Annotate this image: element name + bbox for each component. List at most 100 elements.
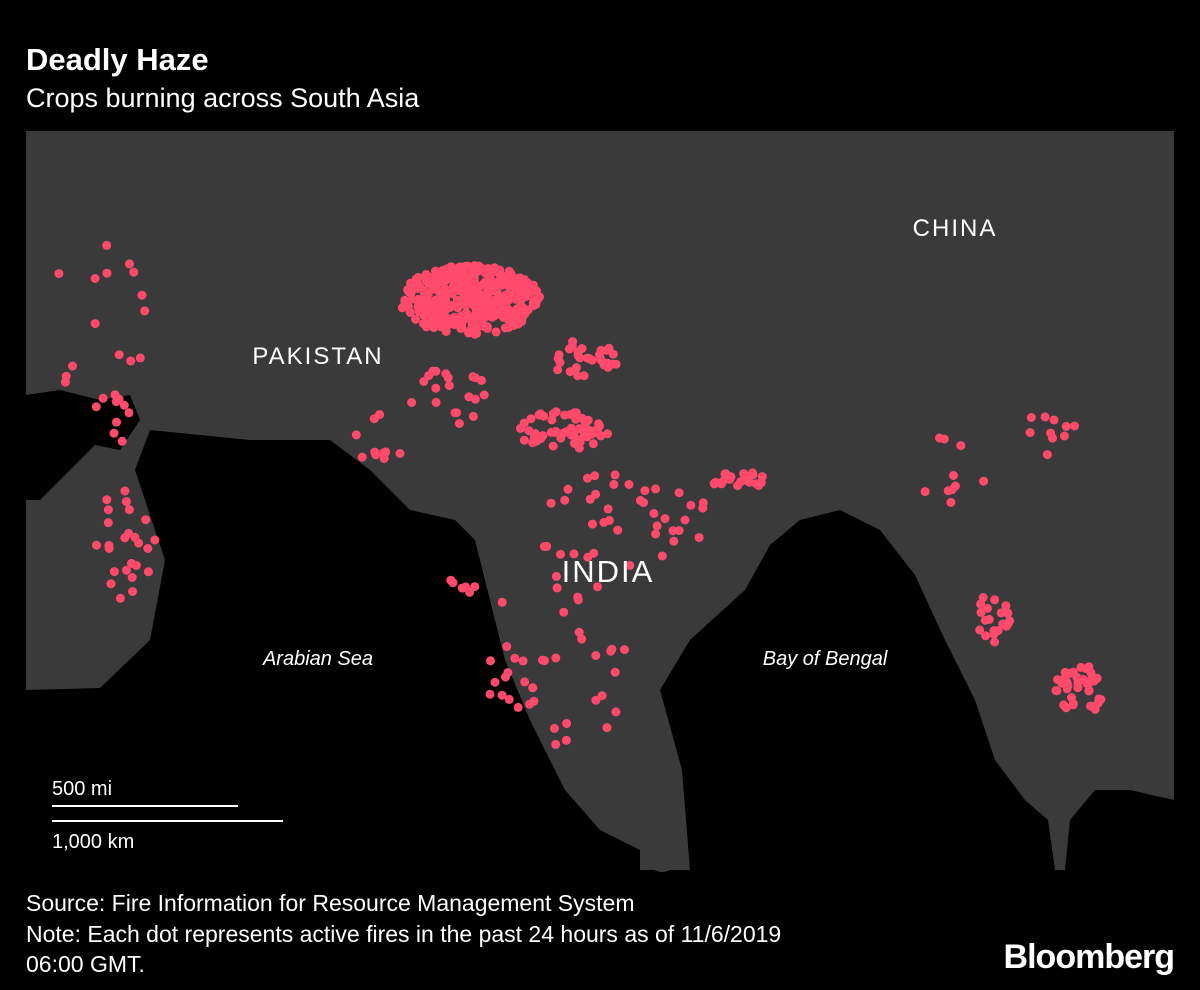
fire-dot <box>90 274 100 283</box>
fire-dot <box>490 677 500 687</box>
fire-dot <box>103 505 113 515</box>
fire-dot <box>407 398 417 407</box>
fire-dot <box>516 301 526 310</box>
fire-dot <box>1059 431 1069 441</box>
fire-dot <box>624 480 634 489</box>
fire-dot <box>487 268 497 278</box>
fire-dot <box>122 565 131 575</box>
fire-dot <box>61 371 71 381</box>
fire-dot <box>549 428 559 437</box>
fire-dot <box>532 436 541 446</box>
fire-dot <box>124 505 134 515</box>
fire-dot <box>1026 413 1036 422</box>
fire-dot <box>1001 621 1011 631</box>
fire-dot <box>599 517 609 527</box>
fire-dot <box>104 540 114 550</box>
fire-dot <box>479 390 489 400</box>
fire-dot <box>421 275 431 285</box>
fire-dot <box>492 277 502 287</box>
fire-dot <box>414 283 424 293</box>
source: Source: Fire Information for Resource Ma… <box>26 890 634 916</box>
fire-dot <box>613 525 623 535</box>
fire-dot <box>503 668 513 678</box>
fire-dot <box>463 295 473 305</box>
fire-dot <box>597 691 607 701</box>
fire-dot <box>625 560 635 570</box>
fire-dot <box>1081 664 1091 674</box>
fire-dot <box>379 454 389 463</box>
fire-dot <box>680 515 690 525</box>
fire-dot <box>461 261 470 271</box>
fire-dot <box>573 592 583 602</box>
fire-dot <box>584 425 594 435</box>
fire-dot <box>498 313 508 322</box>
fire-dot <box>472 293 482 303</box>
fire-dot <box>571 408 581 418</box>
fire-dot <box>979 476 989 486</box>
fire-dot <box>422 322 431 332</box>
fire-dot <box>660 514 670 524</box>
fire-dot <box>949 471 958 480</box>
fire-dot <box>106 579 116 589</box>
fire-dot <box>1061 421 1071 431</box>
fire-dot <box>481 312 491 322</box>
fire-dot <box>657 551 667 561</box>
label-arabian-sea: Arabian Sea <box>262 648 373 670</box>
fire-dot <box>580 418 590 428</box>
fire-dot <box>1072 672 1082 682</box>
fire-dot <box>430 295 440 305</box>
fire-dot <box>640 486 650 496</box>
fire-dot <box>411 314 420 324</box>
fire-dot <box>639 498 649 508</box>
fire-dot <box>1062 684 1072 694</box>
fire-dot <box>119 400 129 410</box>
fire-dot <box>438 266 448 275</box>
scale-miles: 500 mi <box>52 778 112 800</box>
fire-dot <box>983 603 992 613</box>
fire-dot <box>559 607 569 617</box>
fire-dot <box>102 495 112 505</box>
fire-dot <box>1042 450 1052 460</box>
fire-dot <box>516 423 525 433</box>
fire-dot <box>422 289 432 299</box>
fire-dot <box>395 449 405 458</box>
fire-dot <box>124 408 134 418</box>
fire-dot <box>552 583 562 593</box>
fire-dot <box>68 361 77 371</box>
fire-dot <box>141 515 151 525</box>
fire-dot <box>694 533 704 543</box>
fire-dot <box>553 365 563 375</box>
fire-dot <box>595 350 604 360</box>
fire-dot <box>450 408 460 418</box>
fire-dot <box>574 627 584 637</box>
fire-dot <box>502 642 512 651</box>
fire-dot <box>431 397 441 407</box>
fire-dot <box>109 428 119 438</box>
fire-dot <box>513 702 523 712</box>
fire-dot <box>567 341 577 351</box>
fire-dot <box>120 486 130 496</box>
title: Deadly Haze <box>26 42 209 77</box>
fire-dot <box>109 567 119 577</box>
fire-dot <box>419 311 429 321</box>
fire-dot <box>610 470 620 480</box>
fire-dot <box>674 488 684 498</box>
fire-dot <box>520 287 530 297</box>
fire-dot <box>603 362 613 372</box>
fire-dot <box>668 526 678 536</box>
fire-dot <box>468 411 478 421</box>
fire-dot <box>120 533 130 543</box>
fire-dot <box>127 573 137 582</box>
fire-dot <box>989 629 999 639</box>
fire-dot <box>686 500 696 510</box>
fire-dot <box>608 349 618 359</box>
fire-dot <box>135 353 145 363</box>
fire-dot <box>560 495 570 505</box>
fire-dot <box>1082 679 1092 688</box>
fires <box>54 240 1106 749</box>
fire-dot <box>585 354 594 364</box>
fire-dot <box>620 645 629 655</box>
fire-dot <box>528 298 538 308</box>
fire-dot <box>504 694 514 704</box>
fire-dot <box>611 707 621 717</box>
